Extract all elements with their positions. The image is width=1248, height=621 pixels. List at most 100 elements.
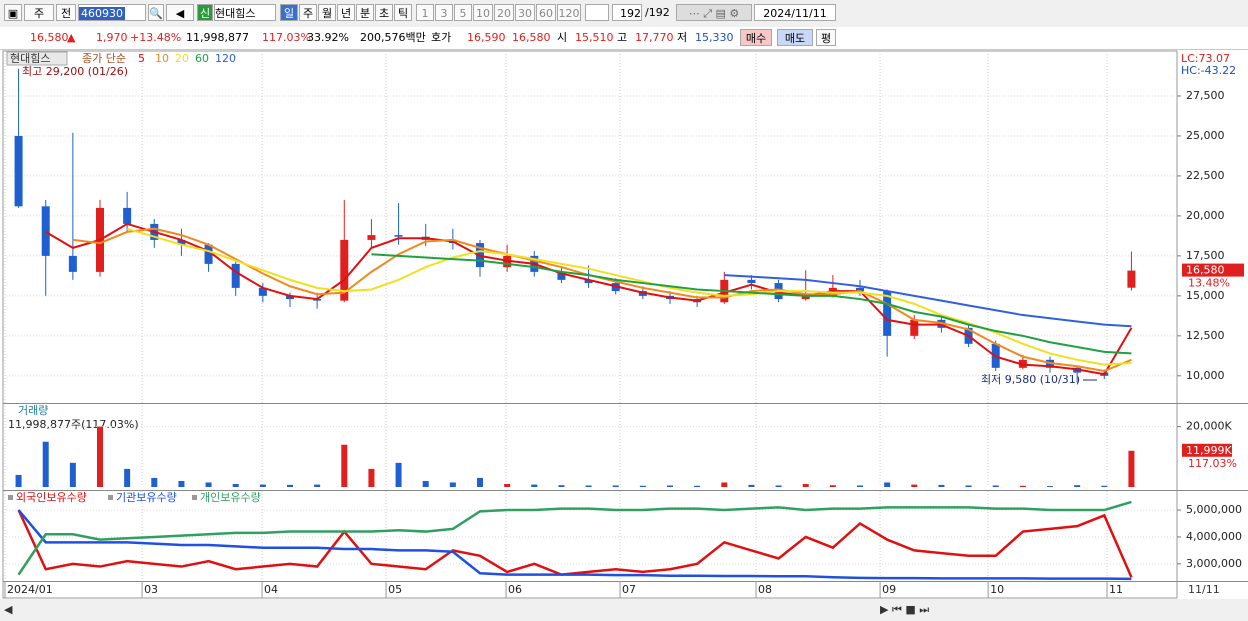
multiplier-button[interactable]: 5: [454, 4, 472, 21]
name-input[interactable]: 현대힘스: [214, 4, 276, 21]
amount: 200,576백만: [360, 31, 426, 44]
volume-bar: [1019, 485, 1026, 487]
x-tick-label: 06: [508, 583, 522, 596]
volume-bar: [368, 468, 375, 487]
holding-line: [17, 500, 1132, 576]
interval-button[interactable]: 주: [299, 4, 317, 21]
candle-body: [910, 319, 919, 336]
interval-button[interactable]: 일: [280, 4, 298, 21]
interval-button[interactable]: 틱: [394, 4, 412, 21]
y-tick-label: 20,000: [1186, 209, 1225, 222]
volume-bar: [612, 485, 619, 487]
search-button[interactable]: 🔍: [148, 4, 164, 21]
x-tick-label: 10: [990, 583, 1004, 596]
last-price: 16,580: [1186, 264, 1225, 277]
candle-body: [258, 287, 267, 296]
legend-swatch: [192, 495, 197, 500]
interval-button[interactable]: 분: [356, 4, 374, 21]
badge: 신: [197, 4, 213, 21]
candle-body: [286, 295, 294, 300]
code-input[interactable]: 460930: [78, 4, 146, 21]
volume-bar: [151, 477, 158, 487]
candle-body: [557, 271, 566, 280]
candle-body: [367, 235, 376, 240]
multiplier-button[interactable]: 120: [557, 4, 581, 21]
legend-swatch: [108, 495, 113, 500]
multiplier-button[interactable]: 60: [536, 4, 556, 21]
multiplier-button[interactable]: 3: [435, 4, 453, 21]
legend-label: 외국인보유수량: [16, 491, 87, 504]
legend-ma: 10: [155, 52, 169, 65]
multiplier-button[interactable]: 30: [515, 4, 535, 21]
multiplier-button[interactable]: 20: [494, 4, 514, 21]
legend-ma: 120: [215, 52, 236, 65]
scroll-bar[interactable]: [0, 599, 1248, 621]
legend-ma: 60: [195, 52, 209, 65]
volume-bar: [205, 482, 212, 487]
interval-button[interactable]: 월: [318, 4, 336, 21]
volume-bar: [721, 482, 728, 487]
volume-bar: [42, 441, 49, 487]
candle-body: [856, 287, 864, 292]
candle-body: [177, 239, 186, 245]
price-box: [1182, 263, 1244, 277]
date-input[interactable]: 2024/11/11: [754, 4, 836, 21]
custom-input[interactable]: [585, 4, 609, 21]
ma-line: [371, 253, 1132, 355]
last-date: 11/11: [1188, 583, 1220, 596]
count-input[interactable]: 192: [612, 4, 642, 21]
volume-bar: [992, 485, 999, 487]
high: 17,770: [635, 31, 674, 44]
holding-line: [17, 509, 1132, 581]
y-tick-label: 17,500: [1186, 249, 1225, 262]
volume-bar: [341, 444, 348, 487]
volume-bar: [775, 485, 782, 487]
legend-stock: 현대힘스: [10, 52, 50, 65]
scroll-left[interactable]: ◀: [4, 603, 13, 616]
y-tick-label: 22,500: [1186, 169, 1225, 182]
volume-bar: [178, 480, 185, 487]
open: 15,510: [575, 31, 614, 44]
interval-button[interactable]: 초: [375, 4, 393, 21]
multiplier-button[interactable]: 1: [416, 4, 434, 21]
avg-button[interactable]: 평: [816, 29, 836, 46]
tool-icons[interactable]: ⋯ ⤢ ▤ ⚙: [676, 4, 752, 21]
volume-bar: [314, 484, 321, 487]
y-tick-label: 27,500: [1186, 89, 1225, 102]
candle-body: [231, 263, 240, 288]
sound-button[interactable]: ◀: [166, 4, 194, 21]
multiplier-button[interactable]: 10: [473, 4, 493, 21]
volume-bar: [477, 477, 483, 487]
playback-controls[interactable]: ▶ ⏮ ■ ⏭: [880, 603, 929, 616]
x-tick-label: 05: [388, 583, 402, 596]
y-tick-label: 10,000: [1186, 369, 1225, 382]
volume-bar: [585, 485, 592, 487]
volume-bar: [1047, 486, 1053, 487]
volume-bar: [558, 485, 565, 487]
y-tick-label: 12,500: [1186, 329, 1225, 342]
sell-button[interactable]: 매도: [777, 29, 813, 46]
candle-body: [14, 135, 23, 207]
interval-button[interactable]: 년: [337, 4, 355, 21]
count-total: /192: [645, 6, 670, 19]
buy-button[interactable]: 매수: [740, 29, 772, 46]
volume-bar: [395, 462, 402, 487]
period-select[interactable]: 주: [24, 4, 54, 21]
volume: 11,998,877: [186, 31, 249, 44]
volume-bar: [259, 484, 266, 487]
volume-bar: [694, 485, 701, 487]
x-tick-label: 08: [758, 583, 772, 596]
volume-bar: [1074, 485, 1081, 487]
legend-label: 기관보유수량: [116, 491, 177, 504]
y-tick-label: 4,000,000: [1186, 530, 1242, 543]
volume-bar: [667, 485, 673, 487]
volume-bar: [911, 484, 918, 487]
candle-body: [68, 255, 77, 272]
high-label: 고: [617, 31, 628, 44]
menu-icon[interactable]: ▣: [4, 4, 22, 21]
candle-body: [41, 206, 50, 256]
ma-line: [724, 274, 1132, 328]
kind-select[interactable]: 전: [56, 4, 76, 21]
change-pct: +13.48%: [130, 31, 182, 44]
